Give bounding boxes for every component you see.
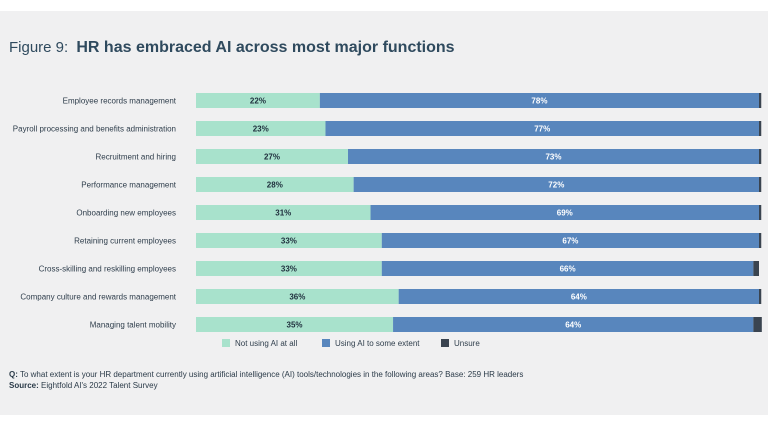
bar-segment-unsure (759, 149, 762, 164)
data-label-using: 64% (565, 321, 581, 330)
bar-segment-using (325, 121, 759, 136)
data-label-not-using: 36% (289, 293, 305, 302)
category-label: Payroll processing and benefits administ… (13, 125, 176, 134)
bar-segment-unsure (759, 177, 762, 192)
legend-swatch-unsure (441, 339, 449, 347)
chart-heading: HR has embraced AI across most major fun… (76, 39, 455, 56)
category-label: Retaining current employees (74, 237, 176, 246)
bar-segment-not-using (196, 149, 349, 164)
legend-label-unsure: Unsure (454, 339, 480, 348)
bar-segment-using (370, 205, 759, 220)
chart-footer: Q: To what extent is your HR department … (9, 369, 523, 391)
category-label: Onboarding new employees (76, 209, 176, 218)
data-label-using: 69% (557, 209, 573, 218)
bar-segment-unsure (753, 317, 762, 332)
legend-swatch-using (322, 339, 330, 347)
bar-segment-using (353, 177, 759, 192)
category-label: Managing talent mobility (90, 321, 176, 330)
data-label-using: 67% (562, 237, 578, 246)
legend-label-using: Using AI to some extent (335, 339, 420, 348)
data-label-using: 78% (531, 97, 547, 106)
data-label-using: 73% (545, 153, 561, 162)
bar-segment-using (381, 261, 754, 276)
source-note: Source: Eightfold AI's 2022 Talent Surve… (9, 381, 158, 390)
bar-segment-using (393, 317, 754, 332)
data-label-using: 64% (571, 293, 587, 302)
legend-swatch-not-using (222, 339, 230, 347)
bar-segment-not-using (196, 261, 382, 276)
category-label: Performance management (81, 181, 176, 190)
bar-segment-using (319, 93, 759, 108)
bar-segment-not-using (196, 289, 399, 304)
bar-segment-unsure (759, 205, 762, 220)
category-label: Company culture and rewards management (20, 293, 176, 302)
bar-segment-unsure (759, 233, 762, 248)
data-label-not-using: 31% (275, 209, 291, 218)
legend-label-not-using: Not using AI at all (235, 339, 297, 348)
category-label: Cross-skilling and reskilling employees (39, 265, 176, 274)
data-label-not-using: 22% (250, 97, 266, 106)
chart-title: Figure 9: HR has embraced AI across most… (9, 39, 455, 57)
bar-segment-unsure (759, 289, 762, 304)
bar-segment-not-using (196, 205, 371, 220)
category-label: Employee records management (63, 97, 177, 106)
bar-segment-using (348, 149, 759, 164)
bar-segment-not-using (196, 317, 394, 332)
bar-segment-not-using (196, 233, 382, 248)
bar-segment-unsure (759, 93, 762, 108)
data-label-using: 72% (548, 181, 564, 190)
data-label-not-using: 28% (267, 181, 283, 190)
bar-segment-not-using (196, 177, 354, 192)
data-label-not-using: 33% (281, 237, 297, 246)
bar-segment-not-using (196, 121, 326, 136)
data-label-not-using: 27% (264, 153, 280, 162)
bar-segment-unsure (753, 261, 759, 276)
data-label-not-using: 33% (281, 265, 297, 274)
figure-number: Figure 9: (9, 39, 69, 56)
bar-segment-using (381, 233, 759, 248)
data-label-using: 77% (534, 125, 550, 134)
bar-segment-unsure (759, 121, 762, 136)
data-label-not-using: 23% (253, 125, 269, 134)
survey-question: Q: To what extent is your HR department … (9, 370, 524, 379)
data-label-not-using: 35% (287, 321, 303, 330)
bar-segment-using (398, 289, 759, 304)
bar-segment-not-using (196, 93, 320, 108)
category-label: Recruitment and hiring (96, 153, 176, 162)
data-label-using: 66% (560, 265, 576, 274)
